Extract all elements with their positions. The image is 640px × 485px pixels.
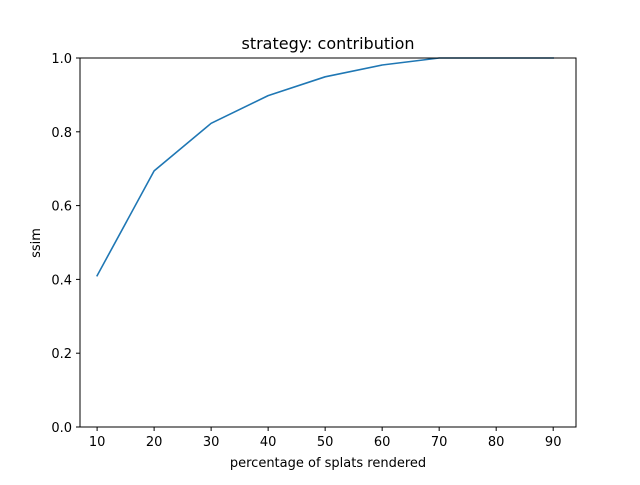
- x-tick-label: 40: [260, 435, 277, 450]
- x-tick-label: 80: [488, 435, 505, 450]
- y-tick-label: 0.0: [51, 421, 72, 436]
- x-tick-label: 90: [545, 435, 562, 450]
- y-tick-label: 0.8: [51, 126, 72, 141]
- y-tick-label: 0.4: [51, 273, 72, 288]
- y-tick-label: 1.0: [51, 52, 72, 67]
- plot-frame: [79, 57, 577, 428]
- plot-area: 10 20 30 40 50 60 70 80 90 0.0 0.2 0.4 0.6 0.8 1.0: [51, 52, 577, 450]
- x-axis-label: percentage of splats rendered: [230, 456, 426, 471]
- y-axis-label: ssim: [29, 228, 44, 258]
- x-tick-label: 20: [146, 435, 163, 450]
- x-tick-label: 60: [374, 435, 391, 450]
- y-tick-label: 0.6: [51, 200, 72, 215]
- x-tick-label: 10: [89, 435, 106, 450]
- x-tick-label: 50: [317, 435, 334, 450]
- series-line-0: [96, 57, 555, 277]
- y-tick-label: 0.2: [51, 347, 72, 362]
- chart-title: strategy: contribution: [241, 34, 414, 53]
- x-tick-label: 70: [431, 435, 448, 450]
- x-tick-label: 30: [203, 435, 220, 450]
